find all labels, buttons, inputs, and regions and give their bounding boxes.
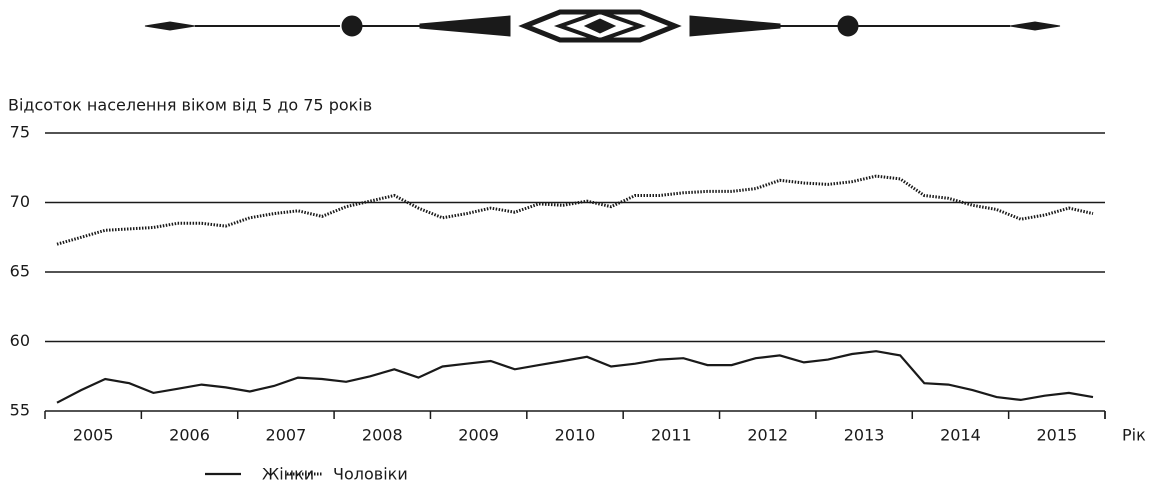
legend-label: Чоловіки xyxy=(333,465,408,484)
y-axis-label: Відсоток населення віком від 5 до 75 рок… xyxy=(8,96,372,115)
y-tick-label: 60 xyxy=(10,331,30,350)
x-tick-label: 2011 xyxy=(651,426,692,445)
x-tick-label: 2008 xyxy=(362,426,403,445)
y-tick-label: 55 xyxy=(10,401,30,420)
x-tick-label: 2012 xyxy=(747,426,788,445)
series-line xyxy=(56,174,1094,246)
x-tick-label: 2015 xyxy=(1036,426,1077,445)
x-tick-label: 2010 xyxy=(555,426,596,445)
x-axis-label: Рік xyxy=(1122,426,1146,445)
y-tick-label: 65 xyxy=(10,262,30,281)
x-tick-label: 2014 xyxy=(940,426,981,445)
x-tick-label: 2005 xyxy=(73,426,114,445)
series-line xyxy=(56,350,1094,404)
y-tick-label: 70 xyxy=(10,192,30,211)
y-tick-label: 75 xyxy=(10,123,30,142)
x-tick-label: 2009 xyxy=(458,426,499,445)
x-tick-label: 2007 xyxy=(266,426,307,445)
x-tick-label: 2013 xyxy=(844,426,885,445)
x-tick-label: 2006 xyxy=(169,426,210,445)
ornament xyxy=(144,9,1061,43)
